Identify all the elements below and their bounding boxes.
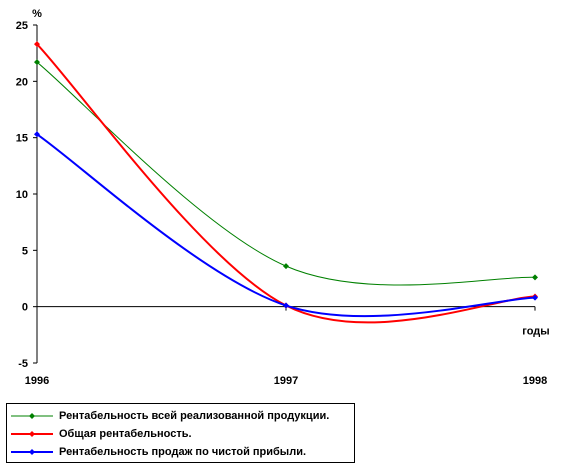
legend-label-series-2: Общая рентабельность. bbox=[59, 428, 192, 440]
series-3-point bbox=[532, 294, 538, 301]
series-1-point bbox=[34, 59, 40, 66]
legend-item-series-2: Общая рентабельность. bbox=[11, 425, 192, 443]
x-axis-unit-label: годы bbox=[522, 326, 549, 338]
chart-legend: Рентабельность всей реализованной продук… bbox=[6, 403, 355, 463]
legend-label-series-3: Рентабельность продаж по чистой прибыли. bbox=[59, 446, 307, 458]
x-tick-label: 1996 bbox=[25, 375, 49, 387]
series-3 bbox=[34, 131, 538, 318]
legend-item-series-3: Рентабельность продаж по чистой прибыли. bbox=[11, 443, 306, 461]
y-tick-label: 0 bbox=[22, 302, 28, 314]
legend-label-series-1: Рентабельность всей реализованной продук… bbox=[59, 410, 330, 422]
y-tick-label: -5 bbox=[18, 358, 28, 370]
legend-marker-blue bbox=[11, 449, 53, 455]
series-1-point bbox=[532, 274, 538, 281]
x-tick-label: 1997 bbox=[274, 375, 298, 387]
series-3-point bbox=[34, 131, 40, 138]
y-tick-label: 25 bbox=[16, 20, 28, 32]
series-1 bbox=[34, 59, 538, 286]
legend-marker-green bbox=[11, 413, 53, 419]
y-axis-unit-label: % bbox=[32, 8, 42, 20]
y-tick-label: 20 bbox=[16, 76, 28, 88]
y-tick-label: 10 bbox=[16, 189, 28, 201]
series-2 bbox=[34, 41, 538, 324]
y-tick-label: 15 bbox=[16, 133, 28, 145]
legend-item-series-1: Рентабельность всей реализованной продук… bbox=[11, 407, 329, 425]
series-3-point bbox=[283, 302, 289, 309]
series-2-point bbox=[34, 41, 40, 48]
legend-marker-red bbox=[11, 431, 53, 437]
series-1-point bbox=[283, 263, 289, 270]
x-tick-label: 1998 bbox=[523, 375, 547, 387]
line-chart: -5 0 5 10 15 20 25 1996 1997 1998 % годы bbox=[16, 8, 550, 387]
chart-series bbox=[34, 41, 538, 324]
series-3-line bbox=[36, 133, 536, 318]
series-2-line bbox=[36, 43, 536, 324]
y-tick-label: 5 bbox=[22, 245, 28, 257]
chart-axes: -5 0 5 10 15 20 25 1996 1997 1998 bbox=[16, 20, 547, 387]
series-1-line bbox=[36, 61, 536, 286]
